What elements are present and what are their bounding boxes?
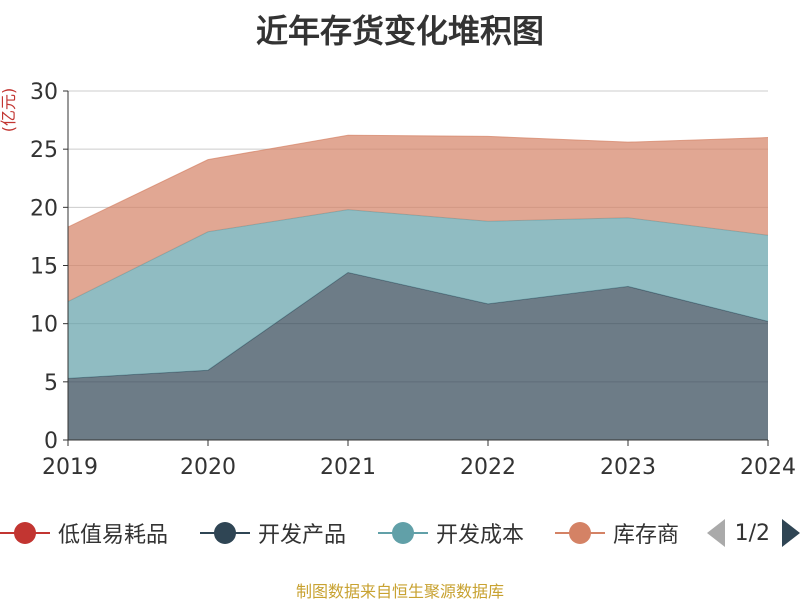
x-tick-label: 2019 (42, 455, 98, 480)
next-page-icon[interactable] (782, 519, 800, 547)
x-tick-label: 2023 (600, 455, 656, 480)
legend-pager: 1/2 (700, 516, 800, 550)
y-axis-label: (亿元) (0, 88, 18, 133)
x-tick-label: 2021 (320, 455, 376, 480)
legend-marker-icon (0, 516, 50, 550)
x-tick-label: 2022 (460, 455, 516, 480)
legend-marker-icon (378, 516, 428, 550)
legend-item-developed-products[interactable]: 开发产品 (200, 516, 346, 550)
legend-label: 低值易耗品 (58, 523, 169, 548)
legend-item-low-value-consumables[interactable]: 低值易耗品 (0, 516, 168, 550)
legend-marker-icon (555, 516, 605, 550)
prev-page-icon[interactable] (706, 519, 725, 547)
area-series-1[interactable] (68, 272, 768, 440)
y-tick-label: 10 (30, 313, 58, 338)
y-tick-label: 30 (30, 80, 58, 105)
legend-label: 开发成本 (436, 523, 525, 548)
axes: 0 5 10 15 20 25 30 2019 2020 2021 2022 2023 2024 (30, 80, 796, 480)
x-tick-label: 2024 (740, 455, 796, 480)
area-series-3[interactable] (68, 135, 768, 302)
x-tick-label: 2020 (180, 455, 236, 480)
legend-item-development-cost[interactable]: 开发成本 (378, 516, 524, 550)
area-series (67, 134, 769, 440)
y-tick-label: 5 (44, 371, 58, 396)
area-series-2[interactable] (68, 209, 768, 379)
page-indicator: 1/2 (734, 520, 770, 546)
y-tick-label: 0 (44, 429, 58, 454)
y-tick-label: 15 (30, 255, 58, 280)
legend-item-inventory-goods[interactable]: 库存商 (555, 516, 679, 550)
data-source-note: 制图数据来自恒生聚源数据库 (295, 582, 504, 601)
legend-marker-icon (200, 516, 250, 550)
area-series-edge-3 (67, 134, 769, 228)
legend: 低值易耗品 开发产品 开发成本 库存商 (0, 516, 800, 550)
legend-label: 开发产品 (258, 523, 347, 548)
y-tick-label: 25 (30, 138, 58, 163)
chart-title: 近年存货变化堆积图 (255, 12, 544, 50)
legend-label: 库存商 (613, 523, 680, 548)
y-tick-label: 20 (30, 196, 58, 221)
